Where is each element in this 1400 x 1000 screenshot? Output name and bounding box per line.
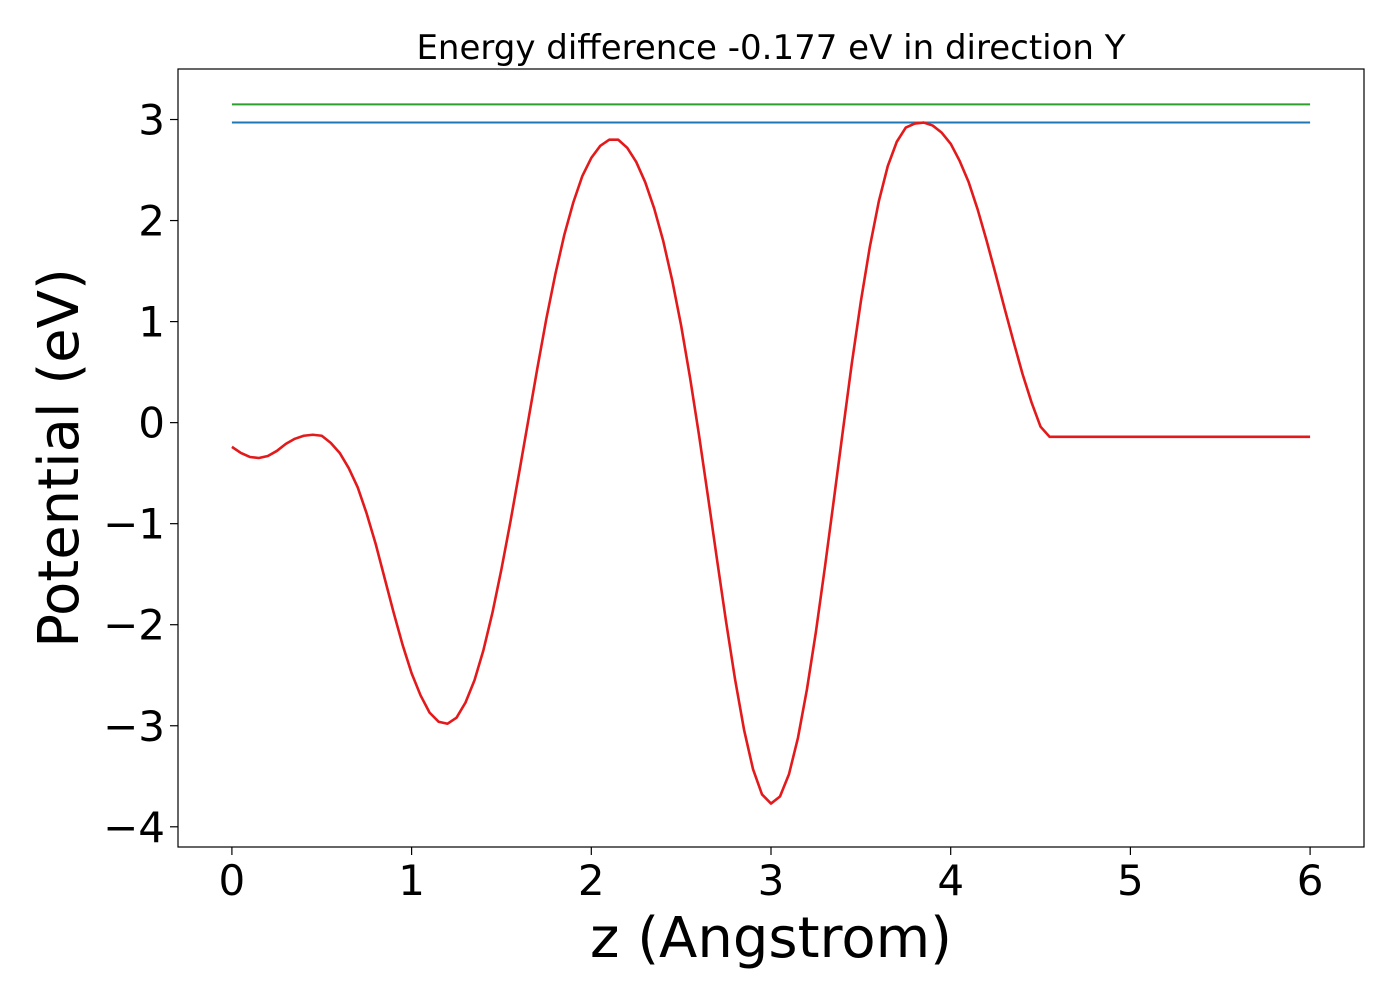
- x-axis-ticks: 0 1 2 3 4 5 6: [219, 847, 1324, 905]
- series-layer: [231, 103, 1311, 805]
- y-tick-label: −2: [103, 601, 165, 650]
- x-tick-label: 5: [1117, 856, 1144, 905]
- series-line-3: [231, 121, 1311, 805]
- chart-title: Energy difference -0.177 eV in direction…: [416, 28, 1125, 68]
- x-tick-label: 6: [1297, 856, 1324, 905]
- x-tick-label: 2: [578, 856, 605, 905]
- x-axis-label: z (Angstrom): [590, 906, 952, 971]
- x-tick-label: 1: [398, 856, 425, 905]
- y-axis-label: Potential (eV): [27, 268, 92, 648]
- y-tick-label: 1: [138, 298, 165, 347]
- x-tick-label: 0: [219, 856, 246, 905]
- plot-area-frame: [177, 68, 1365, 848]
- y-tick-label: −3: [103, 702, 165, 751]
- x-tick-label: 3: [758, 856, 785, 905]
- y-tick-label: 2: [138, 197, 165, 246]
- y-axis-ticks: −4 −3 −2 −1 0 1 2 3: [103, 96, 178, 852]
- y-tick-label: −1: [103, 500, 165, 549]
- y-tick-label: 3: [138, 96, 165, 145]
- y-tick-label: −4: [103, 803, 165, 852]
- y-tick-label: 0: [138, 399, 165, 448]
- x-tick-label: 4: [937, 856, 964, 905]
